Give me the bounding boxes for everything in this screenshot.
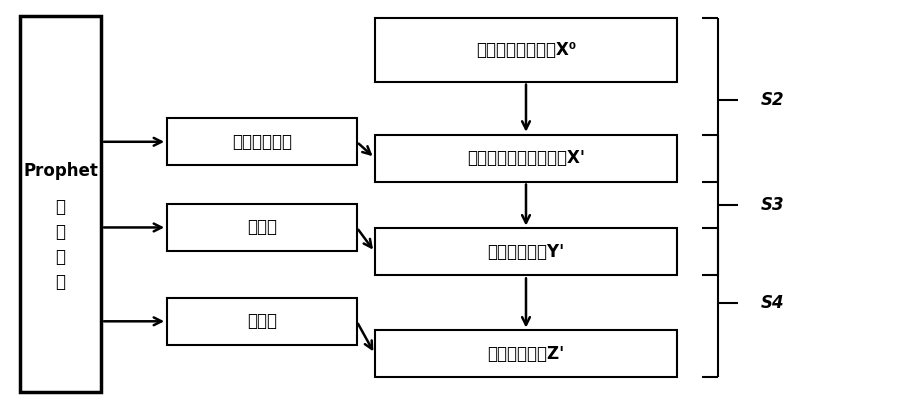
Text: 输入原始时序数据X⁰: 输入原始时序数据X⁰ — [475, 41, 575, 59]
Bar — [374, 228, 676, 275]
Text: S4: S4 — [759, 294, 783, 312]
Bar — [374, 18, 676, 82]
Bar — [20, 16, 101, 392]
Text: 预测层: 预测层 — [246, 312, 277, 330]
Text: 数据预处理层: 数据预处理层 — [232, 133, 291, 151]
Bar — [374, 330, 676, 377]
Text: S2: S2 — [759, 91, 783, 109]
Bar — [167, 298, 356, 345]
Text: 完整时序数据Y': 完整时序数据Y' — [487, 243, 564, 261]
Text: S3: S3 — [759, 196, 783, 214]
Text: Prophet: Prophet — [23, 162, 97, 180]
Text: 组
合
模
型: 组 合 模 型 — [55, 198, 66, 291]
Bar — [167, 204, 356, 251]
Text: 回归层: 回归层 — [246, 218, 277, 237]
Text: 删除粗差后的时序数据X': 删除粗差后的时序数据X' — [466, 149, 584, 167]
Text: 预测时序数据Z': 预测时序数据Z' — [487, 345, 564, 363]
Bar — [374, 135, 676, 182]
Bar — [167, 118, 356, 165]
